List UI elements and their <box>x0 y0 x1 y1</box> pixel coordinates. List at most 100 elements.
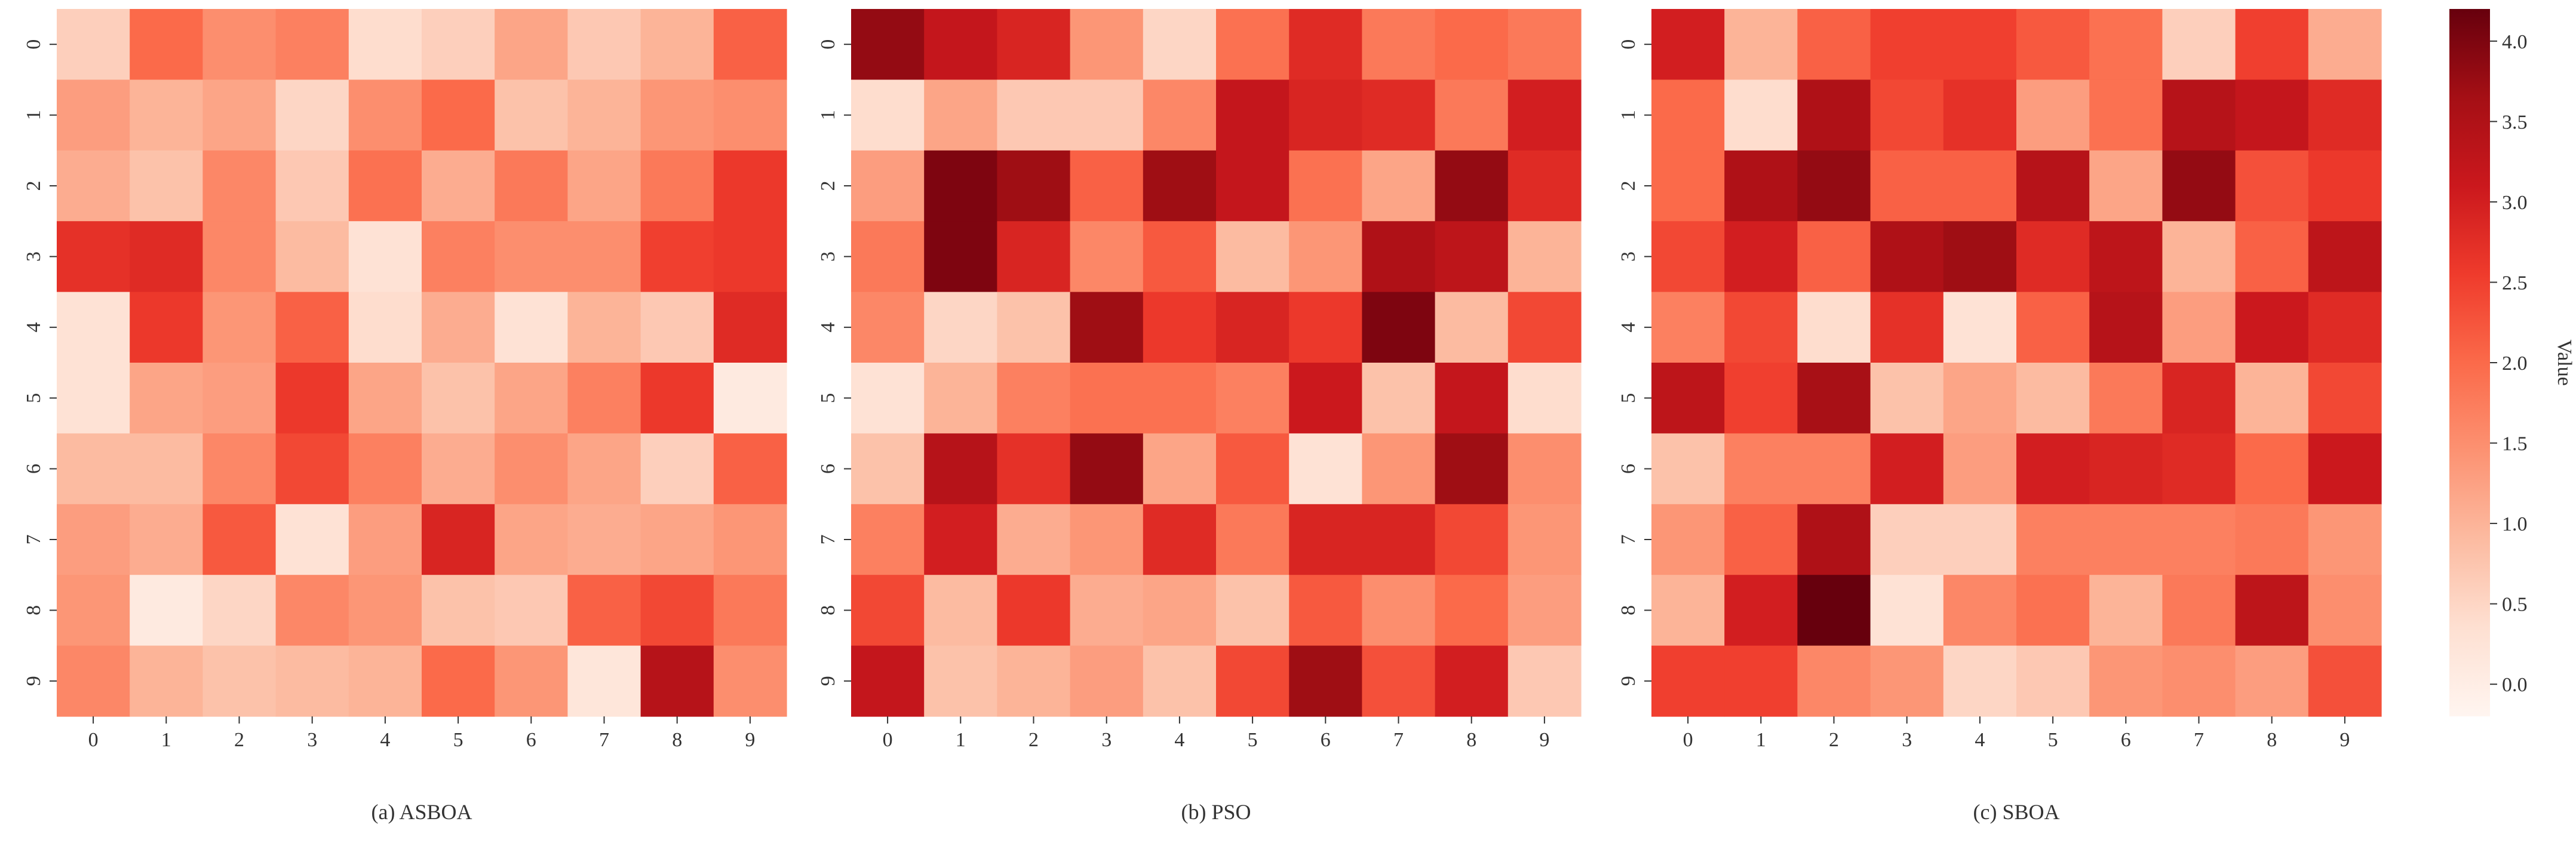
heatmap-cell <box>567 9 641 80</box>
heatmap-cell <box>1797 504 1871 575</box>
heatmap-cell <box>1870 221 1944 293</box>
heatmap-cell <box>1797 292 1871 363</box>
heatmap-cell <box>1507 9 1582 80</box>
heatmap-cell <box>1289 292 1362 363</box>
heatmap-cell <box>1070 433 1144 505</box>
heatmap-cell <box>1651 221 1725 293</box>
heatmap-cell <box>2089 363 2163 434</box>
heatmap-panel-1: 0 1 2 3 4 5 6 7 8 9 0 1 2 3 4 5 6 7 8 9 (b) PSO <box>817 9 1582 824</box>
colorbar-tick-label: 4.0 <box>2502 31 2528 53</box>
heatmap-cell <box>495 363 568 434</box>
heatmap-cell <box>851 9 925 80</box>
heatmap-cell <box>1870 292 1944 363</box>
heatmap-cell <box>1362 504 1436 575</box>
heatmap-cell <box>57 79 130 151</box>
heatmap-cell <box>640 292 714 363</box>
heatmap-cell <box>1435 221 1509 293</box>
x-tick-label: 6 <box>2121 729 2131 751</box>
heatmap-cell <box>1216 433 1289 505</box>
heatmap-cell <box>2235 79 2309 151</box>
y-tick-label: 8 <box>1617 605 1639 615</box>
y-tick-label: 9 <box>817 676 839 686</box>
x-tick-label: 3 <box>1101 729 1112 751</box>
heatmap-cell <box>275 433 349 505</box>
x-tick-label: 4 <box>380 729 390 751</box>
heatmap-cell <box>2235 363 2309 434</box>
heatmap-cell <box>924 433 997 505</box>
heatmap-cell <box>1216 79 1289 151</box>
colorbar-label: Value <box>2553 339 2575 385</box>
x-tick-label: 9 <box>1539 729 1549 751</box>
heatmap-cell <box>57 575 130 646</box>
heatmap-cell <box>1943 575 2017 646</box>
y-tick-label: 9 <box>1617 676 1639 686</box>
heatmap-cell <box>1216 150 1289 222</box>
heatmap-cell <box>2162 9 2236 80</box>
heatmap-cell <box>1797 150 1871 222</box>
heatmap-cell <box>1070 292 1144 363</box>
heatmap-cell <box>640 504 714 575</box>
y-tick-label: 6 <box>23 464 45 474</box>
heatmap-cell <box>422 645 495 717</box>
colorbar-tick-label: 3.0 <box>2502 192 2528 214</box>
heatmap-cell <box>1943 9 2017 80</box>
heatmap-cell <box>997 221 1071 293</box>
x-tick-label: 8 <box>1466 729 1476 751</box>
heatmap-cell <box>2089 221 2163 293</box>
heatmap-cell <box>1070 575 1144 646</box>
heatmap-cell <box>422 504 495 575</box>
heatmap-cell <box>1797 363 1871 434</box>
heatmap-cell <box>1435 150 1509 222</box>
heatmap-cell <box>1289 433 1362 505</box>
heatmap-cell <box>495 575 568 646</box>
heatmap-cell <box>130 79 203 151</box>
heatmap-cell <box>997 150 1071 222</box>
heatmap-cell <box>495 9 568 80</box>
heatmap-cell <box>1651 433 1725 505</box>
heatmap-cell <box>851 292 925 363</box>
heatmap-cell <box>1362 645 1436 717</box>
heatmap-cell <box>851 504 925 575</box>
heatmap-cell <box>1435 645 1509 717</box>
heatmap-cell <box>130 9 203 80</box>
y-tick-label: 5 <box>817 393 839 403</box>
heatmap-cell <box>422 150 495 222</box>
heatmap-cell <box>2162 504 2236 575</box>
heatmap-cell <box>202 575 277 646</box>
heatmap-cell <box>2162 575 2236 646</box>
heatmap-cell <box>1143 575 1217 646</box>
heatmap-cell <box>1870 79 1944 151</box>
heatmap-cell <box>130 292 203 363</box>
heatmap-cell <box>275 292 349 363</box>
colorbar-tick-label: 1.5 <box>2502 433 2528 455</box>
heatmap-cell <box>422 292 495 363</box>
heatmap-cell <box>348 575 422 646</box>
heatmap-cell <box>1651 363 1725 434</box>
x-tick-label: 4 <box>1975 729 1985 751</box>
heatmap-cell <box>924 79 997 151</box>
x-tick-label: 0 <box>1683 729 1693 751</box>
heatmap-cell <box>1289 504 1362 575</box>
heatmap-cell <box>348 221 422 293</box>
heatmap-cell <box>1507 79 1582 151</box>
heatmap-cell <box>1070 645 1144 717</box>
heatmap-cell <box>1435 9 1509 80</box>
y-tick-label: 1 <box>23 110 45 120</box>
heatmap-cell <box>1724 433 1798 505</box>
y-tick-label: 0 <box>23 39 45 50</box>
heatmap-cell <box>2089 504 2163 575</box>
heatmap-cell <box>348 504 422 575</box>
heatmap-cell <box>1362 221 1436 293</box>
heatmap-cell <box>1216 645 1289 717</box>
heatmap-cell <box>1289 9 1362 80</box>
heatmap-cell <box>495 645 568 717</box>
heatmap-cell <box>1797 79 1871 151</box>
y-tick-label: 8 <box>817 605 839 615</box>
heatmap-cell <box>1651 9 1725 80</box>
x-tick-label: 3 <box>307 729 317 751</box>
heatmap-cell <box>1289 645 1362 717</box>
heatmap-cell <box>2308 363 2382 434</box>
heatmap-cell <box>130 433 203 505</box>
heatmap-cell <box>1797 221 1871 293</box>
x-tick-label: 8 <box>2267 729 2277 751</box>
